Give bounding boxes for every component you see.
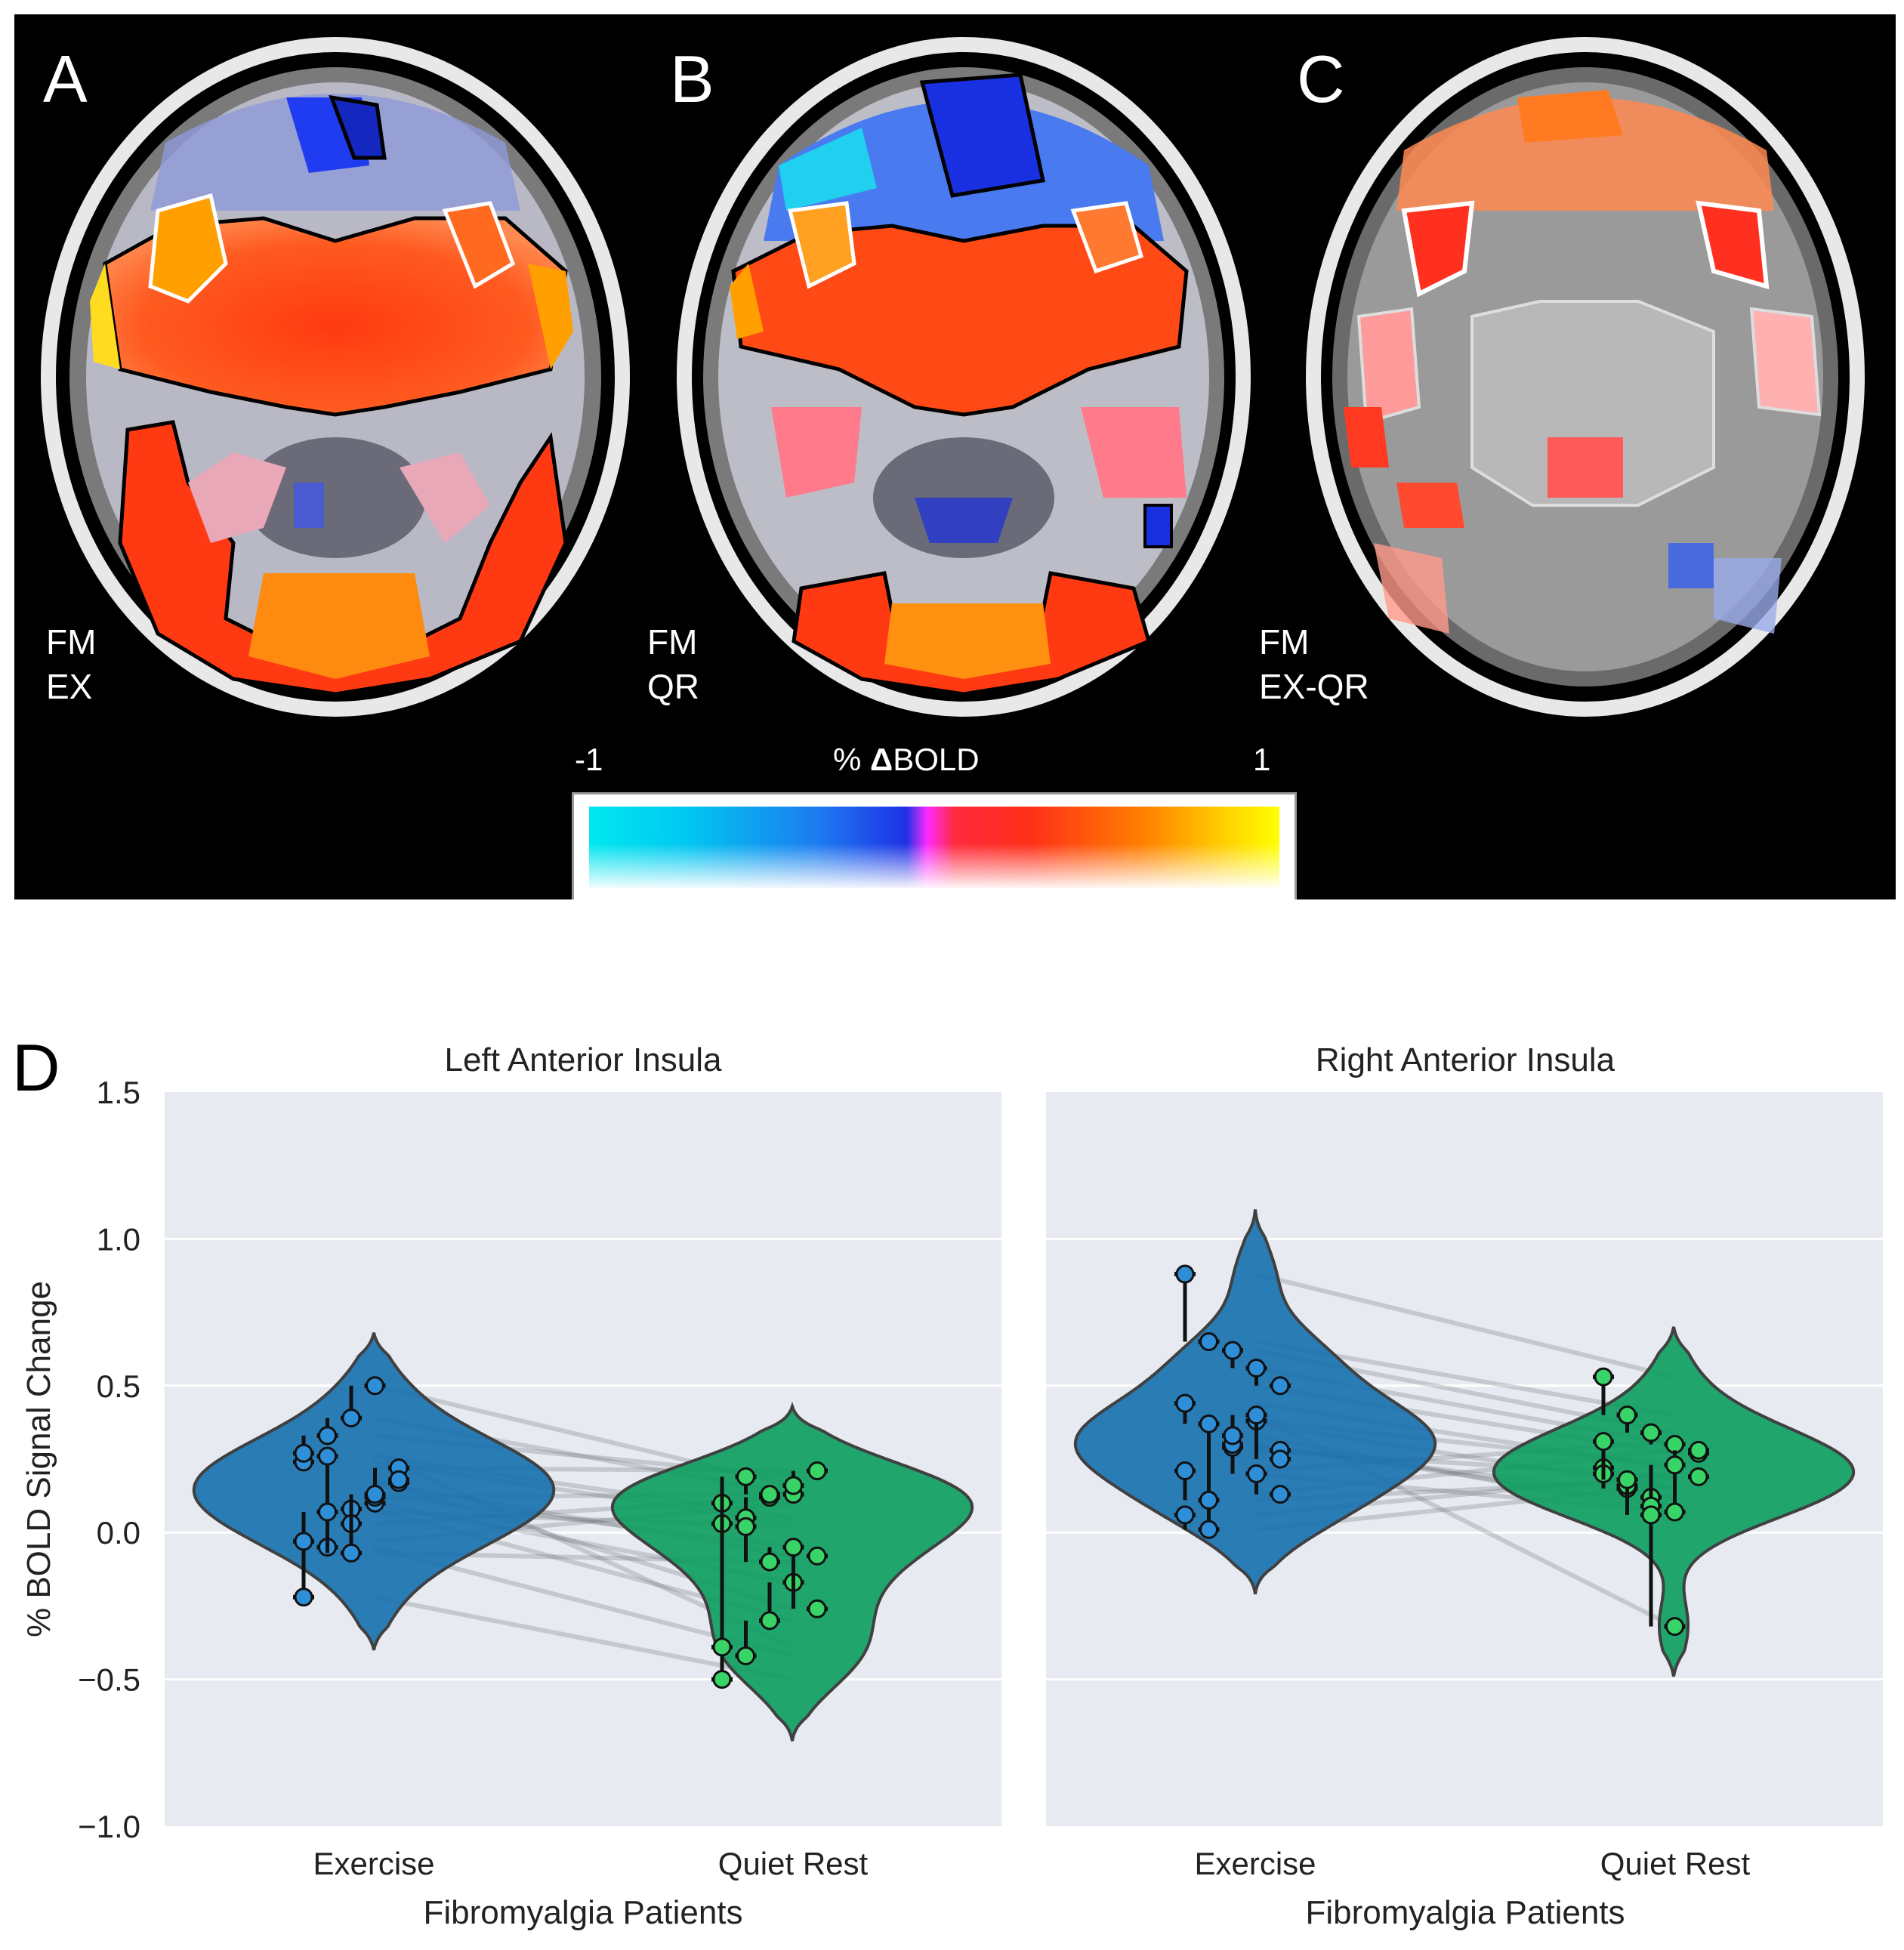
data-point-exercise [1270,1376,1290,1396]
panel-c-condition-label: FM EX-QR [1259,622,1369,706]
data-point-exercise [1270,1485,1290,1504]
data-point-exercise [389,1470,409,1489]
subplot-title-right: Right Anterior Insula [1316,1041,1615,1078]
data-point-quiet-rest [1641,1505,1661,1525]
data-point-exercise [1199,1520,1218,1539]
data-point-exercise [1247,1464,1266,1483]
data-point-quiet-rest [1689,1440,1708,1460]
xlabel-left: Fibromyalgia Patients [423,1894,742,1931]
subplot-left: 1.5 1.0 0.5 0.0 −0.5 −1.0 Left Anterior Insul… [20,1041,1001,1931]
data-point-quiet-rest [712,1670,732,1689]
data-point-quiet-rest [736,1516,755,1536]
brain-image-strip: A B C FM EX FM QR FM EX-QR -1 % ΔBOLD 1 [14,14,1896,899]
data-point-exercise [1223,1426,1242,1446]
pairing-line [1254,1272,1674,1380]
data-point-exercise [1247,1358,1266,1378]
data-point-quiet-rest [712,1637,732,1657]
points-right [1174,1264,1709,1637]
data-point-exercise [366,1485,384,1504]
panel-b-condition-label: FM QR [647,622,699,706]
data-point-exercise [1199,1490,1218,1510]
violin-chart-panel-d: 1.5 1.0 0.5 0.0 −0.5 −1.0 Left Anterior Insul… [20,1041,1883,1931]
panel-d-letter: D [12,1030,60,1105]
points-left [293,1376,828,1689]
data-point-exercise [318,1446,337,1466]
yticks-left: 1.5 1.0 0.5 0.0 −0.5 −1.0 [78,1075,140,1844]
data-point-exercise [318,1502,337,1522]
panel-b-letter: B [670,42,714,116]
data-point-quiet-rest [1665,1455,1684,1475]
data-point-quiet-rest [760,1485,779,1504]
data-point-quiet-rest [760,1552,779,1572]
ylabel: % BOLD Signal Change [20,1281,57,1637]
data-point-exercise [294,1443,313,1463]
data-point-quiet-rest [784,1538,803,1557]
data-point-quiet-rest [1594,1367,1613,1387]
data-point-exercise [1247,1405,1266,1425]
data-point-quiet-rest [1689,1467,1708,1486]
data-point-exercise [1175,1505,1195,1525]
data-point-exercise [1199,1414,1218,1433]
ytick-label: 0.5 [97,1368,140,1404]
subplot-title-left: Left Anterior Insula [445,1041,722,1078]
colorbar-title-suffix: BOLD [893,742,980,777]
xtick-label-quiet-rest-right: Quiet Rest [1600,1846,1751,1881]
ytick-label: 1.5 [97,1075,140,1110]
data-point-quiet-rest [1641,1423,1661,1442]
data-point-exercise [318,1426,337,1446]
data-point-exercise [1223,1341,1242,1360]
data-point-exercise [1270,1449,1290,1469]
data-point-quiet-rest [807,1599,827,1618]
subplot-right: Right Anterior Insula Exercise Quiet Res… [1046,1041,1883,1931]
data-point-quiet-rest [784,1476,803,1495]
colorbar-title-prefix: % [833,742,871,777]
ytick-label: −0.5 [78,1662,140,1698]
data-point-exercise [341,1543,361,1563]
data-point-quiet-rest [736,1646,755,1665]
data-point-exercise [1175,1264,1195,1284]
data-point-quiet-rest [736,1467,755,1486]
data-point-quiet-rest [807,1546,827,1566]
data-point-exercise [366,1376,384,1396]
data-point-quiet-rest [1618,1470,1637,1489]
data-point-quiet-rest [1665,1435,1684,1455]
brain-slice-a [41,37,630,717]
colorbar-title-delta: Δ [870,742,893,777]
colorbar-gradient [589,807,1279,888]
ytick-label: 1.0 [97,1221,140,1257]
violin-exercise [1073,1209,1437,1595]
brain-slice-b [677,37,1251,717]
data-point-quiet-rest [1618,1405,1637,1425]
data-point-quiet-rest [1665,1617,1684,1637]
xlabel-right: Fibromyalgia Patients [1305,1894,1625,1931]
ytick-label: 0.0 [97,1515,140,1550]
panel-a-letter: A [43,42,88,116]
data-point-quiet-rest [1665,1502,1684,1522]
data-point-exercise [1175,1461,1195,1481]
colorbar-title: % ΔBOLD [833,744,980,776]
data-point-quiet-rest [1594,1432,1613,1452]
xtick-label-exercise-left: Exercise [313,1846,434,1881]
panel-c-letter: C [1297,42,1345,116]
ytick-label: −1.0 [78,1809,140,1844]
panel-a-condition-label: FM EX [46,622,97,706]
data-point-exercise [294,1587,313,1607]
xtick-label-quiet-rest-left: Quiet Rest [718,1846,869,1881]
data-point-exercise [294,1532,313,1551]
xtick-label-exercise-right: Exercise [1194,1846,1316,1881]
colorbar-max-label: 1 [1253,742,1271,777]
colorbar [572,792,1297,899]
data-point-exercise [1175,1393,1195,1413]
brain-slice-c [1306,37,1865,717]
colorbar-min-label: -1 [575,742,603,777]
data-point-exercise [341,1409,361,1428]
data-point-quiet-rest [760,1611,779,1631]
data-point-quiet-rest [807,1461,827,1481]
data-point-exercise [1199,1331,1218,1351]
